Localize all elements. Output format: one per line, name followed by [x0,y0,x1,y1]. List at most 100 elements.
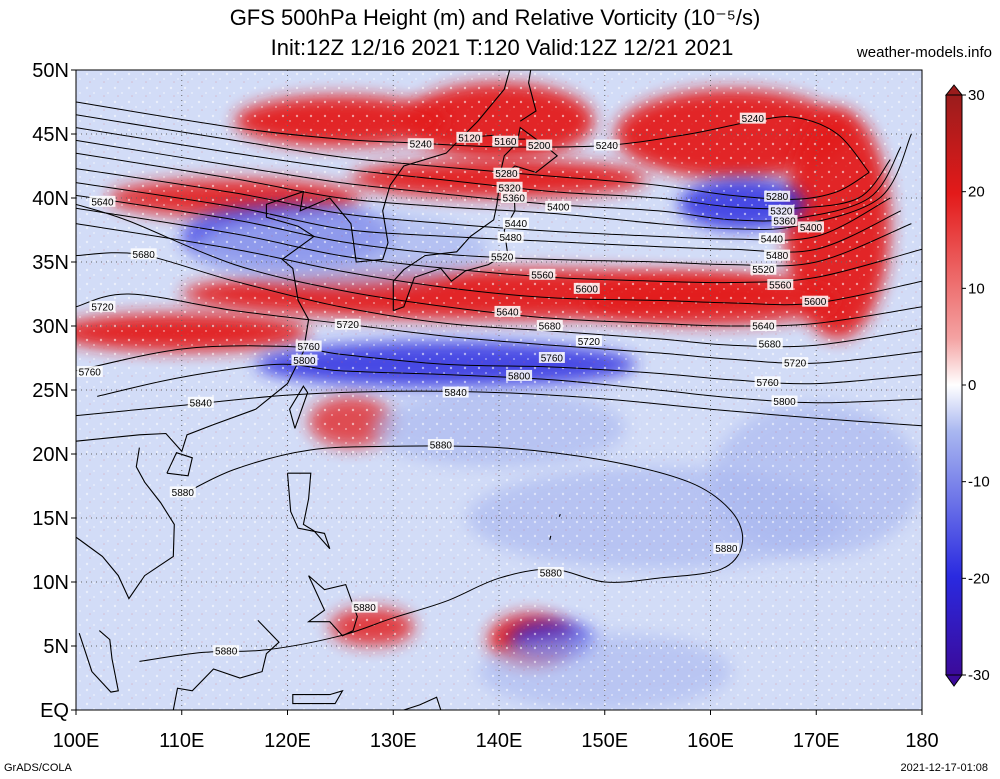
contour-label: 5880 [354,603,377,614]
lon-tick-label: 150E [581,730,628,752]
contour-label-background [545,200,572,212]
colorbar-tick-label: 0 [968,377,976,394]
contour-label: 5800 [508,371,531,382]
contour-label: 5200 [528,141,551,152]
contour-label: 5320 [770,206,793,217]
lat-tick-label: 25N [32,380,69,402]
contour-label-background [130,248,157,260]
contour-label-background [89,300,116,312]
axes: 100E 110E 120E 130E 140E 150E 160E 170E 180 EQ 5N 1… [32,60,938,752]
contour-label-background [713,542,740,554]
coastline [519,70,537,122]
contour-label: 5800 [773,397,796,408]
lat-tick-label: 15N [32,508,69,530]
contour-label-background [750,320,777,331]
contour-label-background [575,335,602,347]
colorbar: 30 20 10 0 -10 -20 -30 [944,84,990,687]
contour-label: 5640 [752,322,775,333]
colorbar-top-arrow [944,84,964,96]
colorbar-bottom-arrow [945,674,963,687]
contour-label: 5760 [298,342,321,353]
height-contour-5400 [76,133,912,231]
contour-label-background [213,645,240,657]
contour-label-background [496,181,523,193]
contour-label: 5240 [410,140,433,151]
footer-software: GrADS/COLA [4,762,72,774]
lat-tick-label: 40N [32,188,69,210]
contour-label: 5840 [445,388,468,399]
lat-tick-label: 50N [32,60,69,82]
coastline [558,513,561,517]
colorbar-tick-label: -20 [968,570,990,587]
contour-label-background [187,396,214,408]
contour-label: 5720 [337,320,360,331]
contour-label: 5840 [190,398,213,409]
coastline [403,696,442,710]
contour-label: 5320 [498,183,521,194]
colorbar-tick-label: 10 [968,280,985,297]
contour-label: 5560 [531,270,554,281]
contour-label: 5480 [500,233,523,244]
lat-tick-label: 45N [32,124,69,146]
map-title: GFS 500hPa Height (m) and Relative Vorti… [229,5,761,30]
coastline [76,447,175,600]
contour-label-background [750,263,777,275]
height-contour-5840 [76,390,922,427]
lon-tick-label: 160E [687,730,734,752]
lat-tick-label: 20N [32,444,69,466]
lat-tick-label: 10N [32,572,69,594]
contour-label-background [526,139,553,151]
coastline [289,385,309,429]
contour-label: 5360 [503,194,526,205]
lon-tick-label: 130E [370,730,417,752]
height-contour-5880 [139,445,744,662]
contour-label-background [529,268,556,280]
footer-timestamp: 2021-12-17-01:08 [900,762,988,774]
lon-tick-label: 110E [159,730,204,752]
contour-label: 5760 [756,378,779,389]
lat-tick-label: 30N [32,316,69,338]
source-credit: weather-models.info [856,44,992,61]
contour-label-background [427,439,454,451]
contour-label: 5480 [766,251,789,262]
contour-label-background [764,190,791,202]
colorbar-gradient [945,94,963,676]
contour-label-background [502,217,529,229]
contour-label-background [76,366,103,378]
map-subtitle: Init:12Z 12/16 2021 T:120 Valid:12Z 12/2… [270,35,734,60]
contour-label-background [767,279,794,291]
contour-label: 5120 [458,133,481,144]
contour-label: 5760 [541,354,564,365]
contour-label: 5640 [91,197,114,208]
contour-label: 5680 [133,250,156,261]
lon-tick-label: 140E [476,730,523,752]
contour-label: 5400 [547,202,570,213]
contour-label: 5280 [495,169,518,180]
height-contour-5320 [76,127,891,210]
lat-tick-label: 35N [32,252,69,274]
contour-label-background [407,138,434,150]
colorbar-tick-label: -10 [968,474,990,491]
coastline [172,620,280,710]
contour-label: 5680 [759,339,782,350]
contour-label: 5720 [784,359,807,370]
contour-label-background [169,486,196,498]
contour-label: 5240 [742,114,765,125]
height-contour-5520 [76,194,912,267]
contour-label: 5560 [769,281,792,292]
contour-label-background [291,354,318,366]
height-contour-5600 [76,223,922,306]
contour-label-background [593,139,620,151]
contour-label: 5880 [215,647,238,658]
contour-label-background [442,386,469,398]
contour-label-background [764,249,791,261]
lat-tick-label: 5N [43,636,69,658]
contour-label-background [771,395,798,407]
contour-label-background [782,357,809,369]
contour-label: 5680 [539,322,562,333]
contour-label: 5360 [773,217,796,228]
contour-label: 5440 [505,219,528,230]
contour-label-background [334,318,361,330]
